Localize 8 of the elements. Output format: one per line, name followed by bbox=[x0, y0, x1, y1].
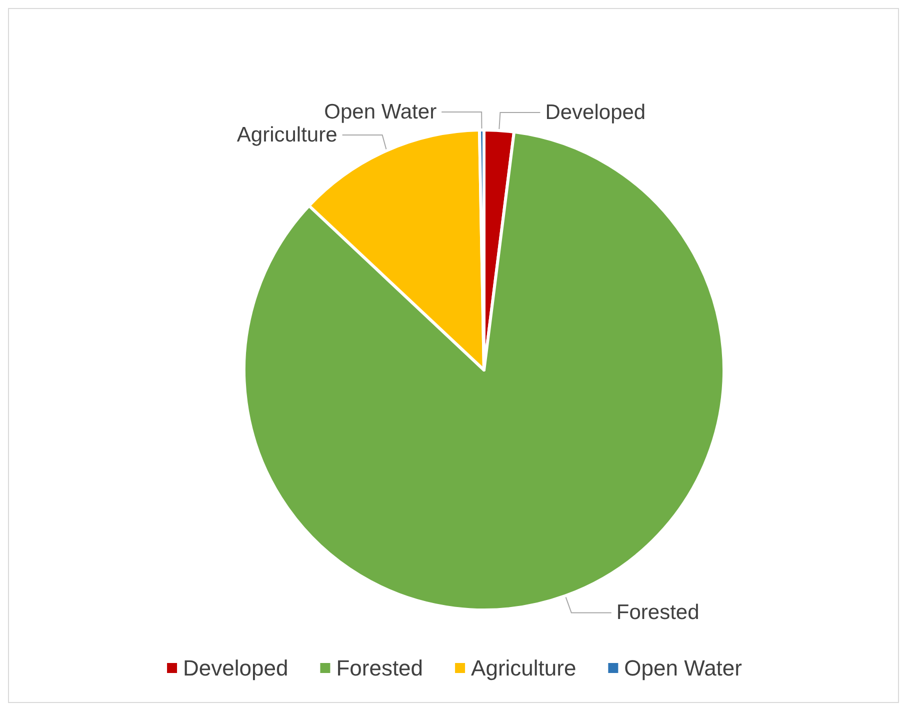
legend-label: Agriculture bbox=[471, 656, 576, 680]
slice-label: Forested bbox=[616, 601, 700, 624]
slice-label: Developed bbox=[545, 101, 646, 124]
legend-label: Developed bbox=[183, 656, 288, 680]
slice-label: Agriculture bbox=[236, 124, 338, 147]
legend-label: Forested bbox=[336, 656, 424, 680]
slice-label: Open Water bbox=[324, 100, 437, 124]
legend-label: Open Water bbox=[624, 656, 742, 680]
